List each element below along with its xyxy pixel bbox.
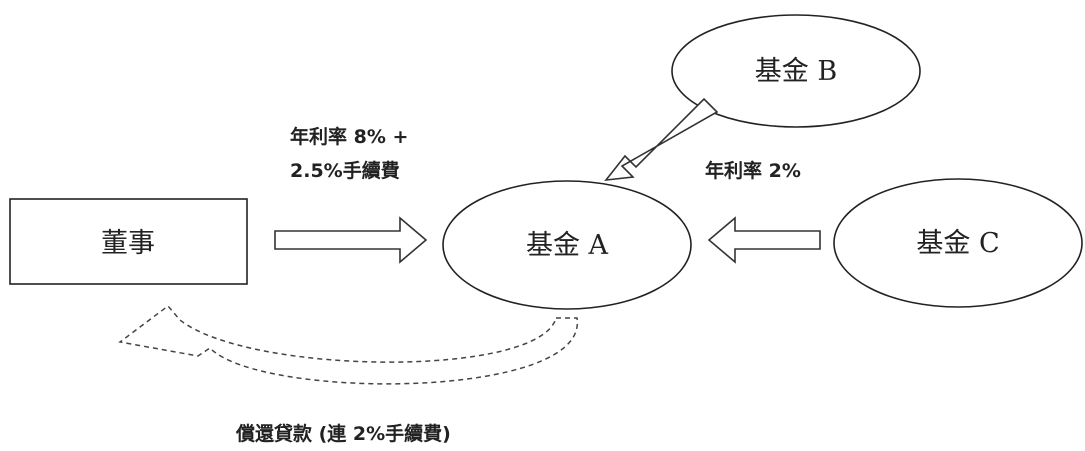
fund-c-label: 基金 C bbox=[916, 228, 999, 259]
fund-a-label: 基金 A bbox=[526, 230, 609, 261]
director-node: 董事 bbox=[9, 198, 248, 285]
fund-c-interest-label: 年利率 2% bbox=[705, 159, 801, 182]
arrow-director-to-fund-a bbox=[274, 216, 428, 264]
fund-c-node: 基金 C bbox=[833, 178, 1083, 308]
interest-label-line1: 年利率 8% + bbox=[290, 125, 408, 148]
arrow-fund-b-to-fund-a bbox=[604, 97, 719, 182]
repayment-label: 償還貸款 (連 2%手續費) bbox=[235, 422, 451, 445]
fund-b-node: 基金 B bbox=[671, 14, 921, 128]
arrow-repayment bbox=[118, 304, 578, 385]
arrow-fund-c-to-fund-a bbox=[707, 216, 821, 264]
fund-a-node: 基金 A bbox=[442, 180, 692, 310]
interest-label-line2: 2.5%手續費 bbox=[290, 159, 400, 182]
director-label: 董事 bbox=[101, 228, 155, 259]
fund-b-label: 基金 B bbox=[755, 56, 837, 87]
